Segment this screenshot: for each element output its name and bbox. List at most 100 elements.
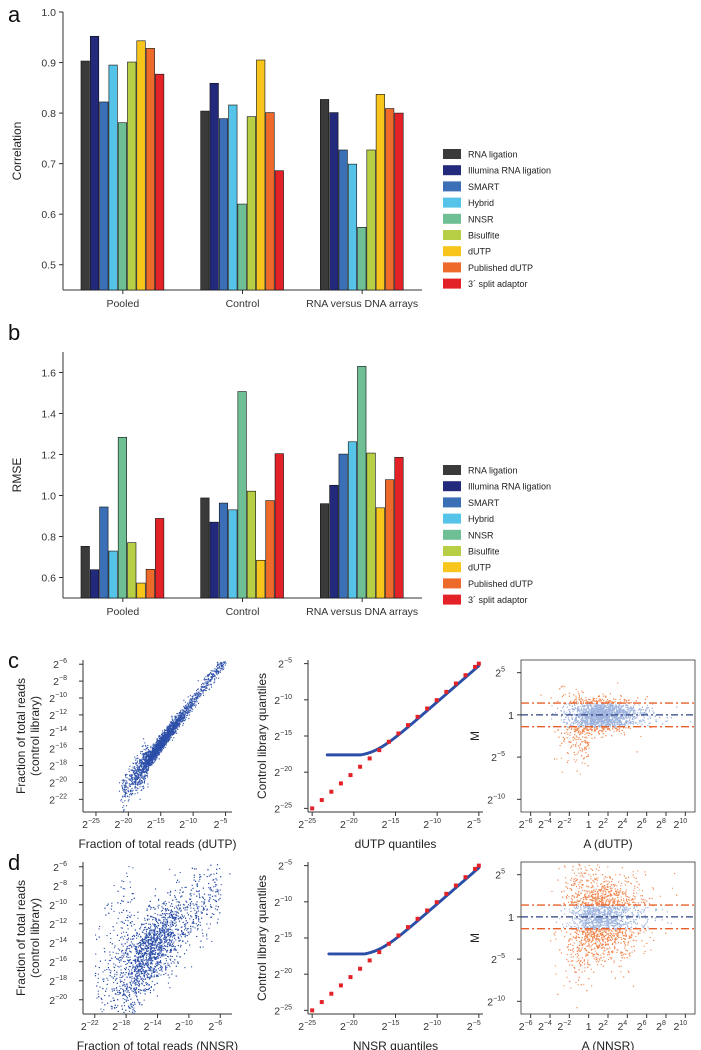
scatter-point [194,693,196,695]
y-tick-label: 1.0 [41,7,56,19]
scatter-point [169,738,171,740]
scatter-point [123,795,125,797]
scatter-point [138,774,140,776]
scatter-point [152,762,155,764]
scatter-point [142,764,145,766]
scatter-point [210,686,213,688]
scatter-point [162,744,165,746]
ma-point [588,698,590,700]
scatter-point [171,726,173,728]
scatter-point [188,718,190,720]
scatter-point [187,696,189,698]
scatter-point [173,719,175,721]
x-tick-label: 28 [656,818,666,831]
scatter-point [144,753,147,755]
ma-point [601,698,604,700]
x-category-label: Control [226,606,260,618]
scatter-point [131,780,133,782]
y-tick-label: 0.6 [41,573,56,585]
ma-point [591,733,593,736]
scatter-point [136,778,138,780]
scatter-point [124,785,126,788]
ma-point [639,722,641,724]
scatter-point [179,719,181,721]
scatter-point [157,754,159,756]
scatter-point [132,779,134,781]
legend-label: 3´ split adaptor [468,279,528,289]
scatter-point [169,737,171,739]
tick-exponent: −20 [280,766,292,773]
scatter-point [195,706,197,708]
bar [338,453,348,599]
ma-point [578,693,580,695]
scatter-point [152,745,155,747]
scatter-point [135,774,137,777]
x-tick-label: 2−20 [340,818,358,831]
scatter-point [141,745,143,747]
scatter-point [171,722,173,724]
reference-point [476,661,481,666]
scatter-point [144,767,146,769]
scatter-point [162,744,164,746]
legend-swatch [443,497,461,508]
ma-point [626,702,628,704]
scatter-point [222,662,224,664]
ma-point [617,682,619,684]
ma-point [578,698,580,700]
scatter-point [157,751,159,753]
scatter-point [123,780,125,782]
scatter-point [207,684,209,686]
ma-point [594,700,596,702]
scatter-point [166,737,169,740]
scatter-point [176,732,178,734]
scatter-point [197,688,199,690]
legend-label: SMART [468,182,500,192]
ma-point [577,691,579,693]
scatter-point [148,767,150,769]
scatter-point [167,726,169,728]
ma-point [569,732,571,734]
scatter-point [140,750,142,753]
scatter-point [222,665,224,667]
x-tick-label: 1 [586,819,592,831]
scatter-point [212,675,214,677]
scatter-point [206,687,208,689]
scatter-point [172,723,174,725]
tick-exponent: −25 [88,818,100,825]
bar [99,101,109,291]
reference-point [444,689,449,694]
scatter-point [139,776,141,778]
scatter-point [194,697,196,699]
ma-point [573,703,575,705]
ma-point [611,735,613,737]
ma-point [579,734,581,736]
y-tick-label: 2−10 [274,694,292,707]
scatter-point [139,769,141,771]
tick-exponent: −8 [59,675,67,682]
ma-point [575,739,577,741]
scatter-point [161,748,163,750]
ma-point [625,699,627,702]
tick-exponent: −12 [55,709,67,716]
scatter-point [139,759,141,762]
scatter-point [135,771,137,773]
scatter-point [141,750,143,753]
scatter-point [166,738,168,740]
scatter-point [125,782,127,784]
ma-point [575,695,577,697]
ma-point [623,700,625,702]
scatter-point [125,773,127,775]
scatter-point [140,769,142,771]
x-tick-label: 2−15 [147,818,165,831]
ma-point [584,727,586,729]
bar [80,546,90,599]
scatter-point [143,753,145,755]
scatter-point [132,770,135,772]
bar [329,484,339,599]
scatter-point [150,755,152,757]
bar [357,366,367,599]
scatter-point [157,753,160,755]
scatter-point [130,783,132,785]
scatter-point [184,713,186,715]
